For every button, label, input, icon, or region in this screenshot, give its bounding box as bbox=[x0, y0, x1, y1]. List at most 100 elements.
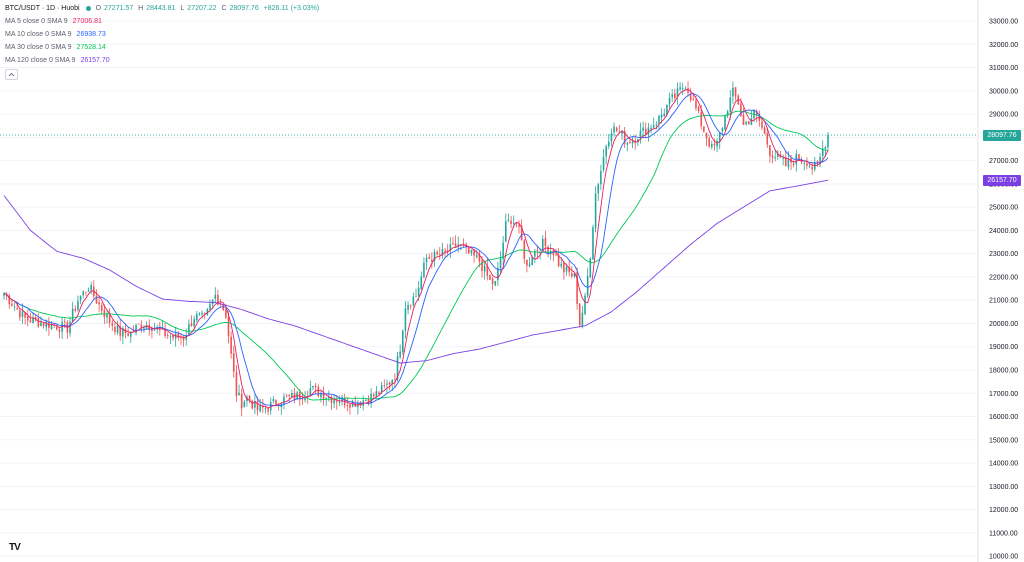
candle-body bbox=[560, 263, 563, 267]
candle-body bbox=[552, 250, 555, 256]
candle-body bbox=[103, 309, 106, 318]
candle-body bbox=[409, 305, 412, 307]
tradingview-logo-icon[interactable]: TV bbox=[9, 542, 21, 553]
indicator-value: 27006.81 bbox=[72, 18, 102, 25]
candle-body bbox=[510, 220, 512, 224]
candle-body bbox=[663, 113, 666, 117]
candle-body bbox=[792, 163, 795, 165]
candle-body bbox=[275, 400, 277, 405]
candle-body bbox=[563, 262, 565, 273]
candle-body bbox=[489, 274, 491, 280]
y-tick-label: 20000.00 bbox=[989, 321, 1018, 328]
candle-body bbox=[803, 162, 806, 164]
candle-body bbox=[650, 128, 652, 130]
candle-body bbox=[238, 392, 240, 396]
candle-body bbox=[755, 110, 758, 115]
ma5-line bbox=[3, 88, 829, 409]
indicator-ma30[interactable]: MA 30 close 0 SMA 9 27528.14 bbox=[5, 41, 322, 54]
candle-body bbox=[367, 399, 370, 404]
candle-body bbox=[499, 258, 502, 269]
candle-body bbox=[478, 253, 481, 262]
candle-body bbox=[568, 267, 570, 273]
candle-body bbox=[346, 405, 349, 406]
candle-body bbox=[655, 124, 658, 125]
candle-body bbox=[100, 305, 103, 311]
candle-body bbox=[225, 309, 227, 318]
candle-body bbox=[523, 240, 526, 259]
candle-body bbox=[689, 94, 692, 100]
indicator-ma10[interactable]: MA 10 close 0 SMA 9 26938.73 bbox=[5, 28, 322, 41]
candle-body bbox=[11, 303, 13, 306]
last-price-tag: 28097.76 bbox=[983, 129, 1021, 141]
candle-body bbox=[726, 111, 729, 117]
candle-body bbox=[169, 336, 172, 338]
candle-body bbox=[541, 239, 544, 251]
candle-body bbox=[446, 250, 449, 252]
candle-body bbox=[240, 393, 243, 409]
candle-body bbox=[808, 165, 811, 167]
candle-body bbox=[621, 131, 623, 134]
symbol-title[interactable]: BTC/USDT · 1D · Huobi bbox=[5, 5, 80, 12]
candle-body bbox=[438, 254, 441, 256]
indicator-ma5[interactable]: MA 5 close 0 SMA 9 27006.81 bbox=[5, 15, 322, 28]
indicator-ma120[interactable]: MA 120 close 0 SMA 9 26157.70 bbox=[5, 54, 322, 67]
candle-body bbox=[407, 304, 409, 310]
candle-body bbox=[771, 155, 774, 158]
candle-body bbox=[182, 337, 185, 341]
candle-body bbox=[433, 251, 436, 261]
candle-body bbox=[415, 296, 417, 298]
candle-body bbox=[153, 328, 156, 331]
indicator-label: MA 30 close 0 SMA 9 bbox=[5, 44, 72, 51]
candle-body bbox=[217, 294, 219, 305]
y-tick-label: 22000.00 bbox=[989, 274, 1018, 281]
candle-body bbox=[544, 238, 547, 246]
candle-body bbox=[394, 379, 396, 381]
candle-body bbox=[423, 262, 425, 278]
candle-body bbox=[58, 329, 61, 332]
candle-body bbox=[106, 313, 108, 318]
indicator-label: MA 5 close 0 SMA 9 bbox=[5, 18, 68, 25]
candle-body bbox=[172, 335, 174, 339]
candle-body bbox=[145, 325, 148, 329]
candle-body bbox=[594, 193, 597, 229]
candle-body bbox=[166, 335, 169, 336]
candle-body bbox=[180, 337, 182, 339]
close-value: 28097.76 bbox=[229, 5, 259, 12]
candle-body bbox=[330, 396, 333, 403]
candle-body bbox=[713, 143, 716, 146]
candle-body bbox=[56, 326, 58, 330]
candle-body bbox=[24, 312, 26, 318]
candle-body bbox=[77, 301, 79, 311]
candle-body bbox=[69, 321, 71, 334]
candle-body bbox=[536, 250, 539, 252]
candle-body bbox=[452, 243, 454, 245]
y-tick-label: 19000.00 bbox=[989, 344, 1018, 351]
candle-body bbox=[769, 145, 771, 157]
candle-body bbox=[114, 326, 116, 332]
candle-body bbox=[431, 259, 433, 262]
y-tick-label: 21000.00 bbox=[989, 298, 1018, 305]
candle-body bbox=[328, 396, 330, 399]
symbol-header: BTC/USDT · 1D · Huobi O 27271.57 H 28443.8… bbox=[5, 2, 322, 15]
ma10-line bbox=[3, 93, 829, 407]
candle-body bbox=[782, 157, 784, 159]
candle-body bbox=[164, 328, 166, 336]
change-value: +826.11 (+3.03%) bbox=[263, 5, 320, 12]
candle-body bbox=[703, 126, 705, 132]
candle-body bbox=[42, 323, 45, 326]
candle-body bbox=[116, 324, 119, 333]
candle-body bbox=[188, 324, 190, 335]
candle-body bbox=[436, 252, 438, 255]
candle-body bbox=[375, 391, 378, 397]
y-tick-label: 30000.00 bbox=[989, 88, 1018, 95]
low-value: 27207.22 bbox=[187, 5, 217, 12]
candle-body bbox=[333, 400, 335, 404]
candle-body bbox=[372, 394, 375, 397]
collapse-legend-button[interactable] bbox=[5, 69, 18, 80]
y-tick-label: 31000.00 bbox=[989, 65, 1018, 72]
indicator-label: MA 120 close 0 SMA 9 bbox=[5, 57, 76, 64]
candle-body bbox=[605, 146, 607, 157]
candle-body bbox=[264, 408, 267, 409]
indicator-value: 26938.73 bbox=[76, 31, 106, 38]
